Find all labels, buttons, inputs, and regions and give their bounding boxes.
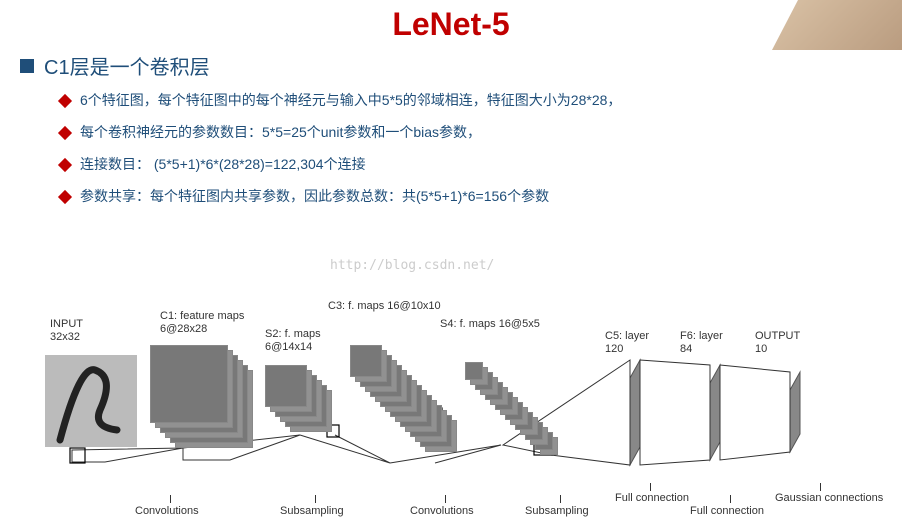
bullet-item: 6个特征图，每个特征图中的每个神经元与输入中5*5的邻域相连，特征图大小为28*… bbox=[60, 90, 902, 110]
operation-label: Subsampling bbox=[525, 505, 589, 517]
feature-map-panel bbox=[265, 365, 307, 407]
diamond-bullet-icon bbox=[58, 158, 72, 172]
layer-label: F6: layer 84 bbox=[680, 330, 723, 356]
fc-layer bbox=[710, 365, 720, 460]
tick-mark bbox=[170, 495, 171, 503]
bullet-text: 每个卷积神经元的参数数目：5*5=25个unit参数和一个bias参数， bbox=[80, 122, 481, 142]
operation-label: Convolutions bbox=[410, 505, 474, 517]
diamond-bullet-icon bbox=[58, 190, 72, 204]
connection-line bbox=[640, 360, 710, 465]
feature-map-panel bbox=[465, 362, 483, 380]
layer-label: C1: feature maps 6@28x28 bbox=[160, 310, 244, 336]
feature-map-panel bbox=[350, 345, 382, 377]
tick-mark bbox=[315, 495, 316, 503]
bullet-list: 6个特征图，每个特征图中的每个神经元与输入中5*5的邻域相连，特征图大小为28*… bbox=[60, 90, 902, 206]
tick-mark bbox=[650, 483, 651, 491]
operation-label: Full connection bbox=[690, 505, 764, 517]
connection-line bbox=[72, 448, 183, 462]
bullet-item: 连接数目： (5*5+1)*6*(28*28)=122,304个连接 bbox=[60, 154, 902, 174]
tick-mark bbox=[820, 483, 821, 491]
layer-label: OUTPUT 10 bbox=[755, 330, 800, 356]
bullet-item: 参数共享：每个特征图内共享参数，因此参数总数：共(5*5+1)*6=156个参数 bbox=[60, 186, 902, 206]
square-bullet-icon bbox=[20, 59, 34, 73]
connection-line bbox=[300, 435, 390, 463]
section-heading-text: C1层是一个卷积层 bbox=[44, 51, 210, 80]
bullet-text: 参数共享：每个特征图内共享参数，因此参数总数：共(5*5+1)*6=156个参数 bbox=[80, 186, 549, 206]
connection-line bbox=[720, 365, 790, 460]
bullet-item: 每个卷积神经元的参数数目：5*5=25个unit参数和一个bias参数， bbox=[60, 122, 902, 142]
bullet-text: 连接数目： (5*5+1)*6*(28*28)=122,304个连接 bbox=[80, 154, 366, 174]
layer-label: S2: f. maps 6@14x14 bbox=[265, 328, 321, 354]
layer-label: C3: f. maps 16@10x10 bbox=[328, 300, 441, 313]
fc-layer bbox=[790, 372, 800, 452]
operation-label: Subsampling bbox=[280, 505, 344, 517]
diamond-bullet-icon bbox=[58, 94, 72, 108]
feature-map-panel bbox=[150, 345, 228, 423]
operation-label: Gaussian connections bbox=[775, 492, 883, 504]
input-layer bbox=[45, 355, 137, 447]
lenet-diagram: INPUT 32x32 C1: feature maps 6@28x28 S2: f… bbox=[40, 300, 890, 520]
input-glyph-a-icon bbox=[45, 355, 137, 447]
layer-label: INPUT 32x32 bbox=[50, 318, 83, 344]
diamond-bullet-icon bbox=[58, 126, 72, 140]
tick-mark bbox=[730, 495, 731, 503]
page-title: LeNet-5 bbox=[0, 0, 902, 43]
layer-label: S4: f. maps 16@5x5 bbox=[440, 318, 540, 331]
layer-label: C5: layer 120 bbox=[605, 330, 649, 356]
watermark-text: http://blog.csdn.net/ bbox=[330, 258, 494, 273]
tick-mark bbox=[560, 495, 561, 503]
operation-label: Full connection bbox=[615, 492, 689, 504]
section-header: C1层是一个卷积层 bbox=[20, 51, 902, 80]
fc-layer bbox=[630, 360, 640, 465]
operation-label: Convolutions bbox=[135, 505, 199, 517]
bullet-text: 6个特征图，每个特征图中的每个神经元与输入中5*5的邻域相连，特征图大小为28*… bbox=[80, 90, 621, 110]
tick-mark bbox=[445, 495, 446, 503]
